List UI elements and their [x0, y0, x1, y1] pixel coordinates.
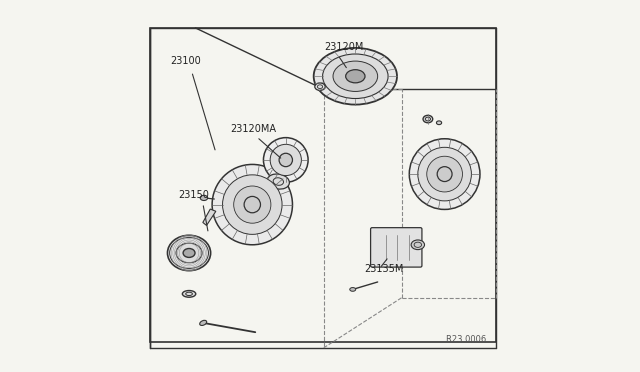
Text: 23100: 23100	[170, 56, 201, 66]
Ellipse shape	[168, 235, 211, 271]
Ellipse shape	[346, 70, 365, 83]
Ellipse shape	[315, 83, 325, 90]
Ellipse shape	[410, 139, 480, 209]
Ellipse shape	[437, 167, 452, 182]
Text: 23120M: 23120M	[324, 42, 364, 52]
Ellipse shape	[264, 138, 308, 182]
Ellipse shape	[423, 115, 433, 123]
Ellipse shape	[244, 196, 260, 213]
Ellipse shape	[333, 61, 378, 92]
Ellipse shape	[234, 186, 271, 223]
Ellipse shape	[427, 156, 463, 192]
Ellipse shape	[436, 121, 442, 125]
Ellipse shape	[176, 243, 202, 263]
Ellipse shape	[212, 164, 292, 245]
Ellipse shape	[223, 175, 282, 234]
FancyBboxPatch shape	[371, 228, 422, 267]
Ellipse shape	[270, 144, 301, 176]
Bar	[150, 28, 497, 342]
Ellipse shape	[279, 153, 292, 167]
Ellipse shape	[323, 54, 388, 99]
Text: 23150: 23150	[178, 190, 209, 200]
Ellipse shape	[268, 174, 289, 189]
Text: 23120MA: 23120MA	[231, 124, 276, 134]
Text: R23 0006: R23 0006	[447, 335, 487, 344]
Polygon shape	[203, 209, 216, 225]
Text: 23135M: 23135M	[364, 264, 403, 274]
Ellipse shape	[200, 320, 207, 326]
Ellipse shape	[418, 147, 472, 201]
Ellipse shape	[314, 48, 397, 105]
Ellipse shape	[182, 291, 196, 297]
Ellipse shape	[411, 240, 424, 250]
Ellipse shape	[349, 288, 356, 291]
Ellipse shape	[200, 195, 207, 201]
Ellipse shape	[183, 248, 195, 257]
